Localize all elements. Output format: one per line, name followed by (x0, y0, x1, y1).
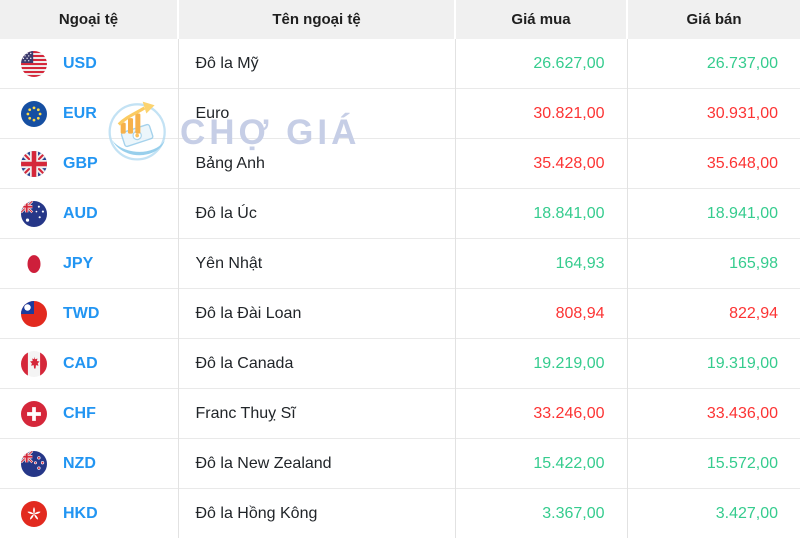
currency-code-link[interactable]: NZD (63, 455, 96, 473)
header-currency-name: Tên ngoại tệ (178, 0, 455, 39)
currency-name-cell: Đô la Canada (178, 339, 455, 389)
sell-price-cell: 35.648,00 (627, 139, 800, 189)
buy-price-cell: 15.422,00 (455, 439, 627, 489)
buy-price-cell: 808,94 (455, 289, 627, 339)
currency-code-cell: AUD (0, 189, 178, 239)
currency-code-link[interactable]: JPY (63, 255, 93, 273)
currency-name-cell: Đô la Hồng Kông (178, 489, 455, 538)
switzerland-flag-icon (21, 401, 47, 427)
buy-price-cell: 19.219,00 (455, 339, 627, 389)
currency-name-cell: Franc Thuỵ Sĩ (178, 389, 455, 439)
sell-price-cell: 165,98 (627, 239, 800, 289)
currency-name-cell: Đô la Đài Loan (178, 289, 455, 339)
sell-price-cell: 15.572,00 (627, 439, 800, 489)
buy-price-cell: 164,93 (455, 239, 627, 289)
currency-name-cell: Đô la New Zealand (178, 439, 455, 489)
buy-price-cell: 33.246,00 (455, 389, 627, 439)
currency-code-cell: HKD (0, 489, 178, 538)
currency-code-link[interactable]: CHF (63, 405, 96, 423)
table-row-gbp: GBP Bảng Anh 35.428,00 35.648,00 (0, 139, 800, 189)
table-row-nzd: NZD Đô la New Zealand 15.422,00 15.572,0… (0, 439, 800, 489)
header-foreign-currency: Ngoại tệ (0, 0, 178, 39)
currency-code-link[interactable]: AUD (63, 205, 98, 223)
currency-code-link[interactable]: EUR (63, 105, 97, 123)
buy-price-cell: 3.367,00 (455, 489, 627, 538)
currency-code-cell: EUR (0, 89, 178, 139)
sell-price-cell: 30.931,00 (627, 89, 800, 139)
header-sell-price: Giá bán (627, 0, 800, 39)
sell-price-cell: 18.941,00 (627, 189, 800, 239)
currency-code-cell: JPY (0, 239, 178, 289)
eu-flag-icon (21, 101, 47, 127)
currency-code-link[interactable]: GBP (63, 155, 98, 173)
currency-code-cell: GBP (0, 139, 178, 189)
table-row-chf: CHF Franc Thuỵ Sĩ 33.246,00 33.436,00 (0, 389, 800, 439)
buy-price-cell: 30.821,00 (455, 89, 627, 139)
table-row-jpy: JPY Yên Nhật 164,93 165,98 (0, 239, 800, 289)
table-row-hkd: HKD Đô la Hồng Kông 3.367,00 3.427,00 (0, 489, 800, 538)
currency-code-cell: TWD (0, 289, 178, 339)
currency-code-link[interactable]: TWD (63, 305, 99, 323)
buy-price-cell: 26.627,00 (455, 39, 627, 89)
hong-kong-flag-icon (21, 501, 47, 527)
currency-code-link[interactable]: USD (63, 55, 97, 73)
sell-price-cell: 822,94 (627, 289, 800, 339)
sell-price-cell: 26.737,00 (627, 39, 800, 89)
currency-name-cell: Yên Nhật (178, 239, 455, 289)
table-row-twd: TWD Đô la Đài Loan 808,94 822,94 (0, 289, 800, 339)
new-zealand-flag-icon (21, 451, 47, 477)
uk-flag-icon (21, 151, 47, 177)
currency-code-cell: CAD (0, 339, 178, 389)
currency-code-cell: CHF (0, 389, 178, 439)
buy-price-cell: 18.841,00 (455, 189, 627, 239)
table-row-cad: CAD Đô la Canada 19.219,00 19.319,00 (0, 339, 800, 389)
currency-code-cell: USD (0, 39, 178, 89)
taiwan-flag-icon (21, 301, 47, 327)
sell-price-cell: 19.319,00 (627, 339, 800, 389)
currency-name-cell: Đô la Úc (178, 189, 455, 239)
us-flag-icon (21, 51, 47, 77)
table-row-eur: EUR Euro 30.821,00 30.931,00 (0, 89, 800, 139)
currency-name-cell: Đô la Mỹ (178, 39, 455, 89)
sell-price-cell: 33.436,00 (627, 389, 800, 439)
buy-price-cell: 35.428,00 (455, 139, 627, 189)
japan-flag-icon (21, 251, 47, 277)
currency-code-cell: NZD (0, 439, 178, 489)
table-row-aud: AUD Đô la Úc 18.841,00 18.941,00 (0, 189, 800, 239)
table-row-usd: USD Đô la Mỹ 26.627,00 26.737,00 (0, 39, 800, 89)
sell-price-cell: 3.427,00 (627, 489, 800, 538)
currency-code-link[interactable]: CAD (63, 355, 98, 373)
australia-flag-icon (21, 201, 47, 227)
currency-name-cell: Bảng Anh (178, 139, 455, 189)
canada-flag-icon (21, 351, 47, 377)
header-row: Ngoại tệ Tên ngoại tệ Giá mua Giá bán (0, 0, 800, 39)
currency-code-link[interactable]: HKD (63, 505, 98, 523)
header-buy-price: Giá mua (455, 0, 627, 39)
currency-name-cell: Euro (178, 89, 455, 139)
